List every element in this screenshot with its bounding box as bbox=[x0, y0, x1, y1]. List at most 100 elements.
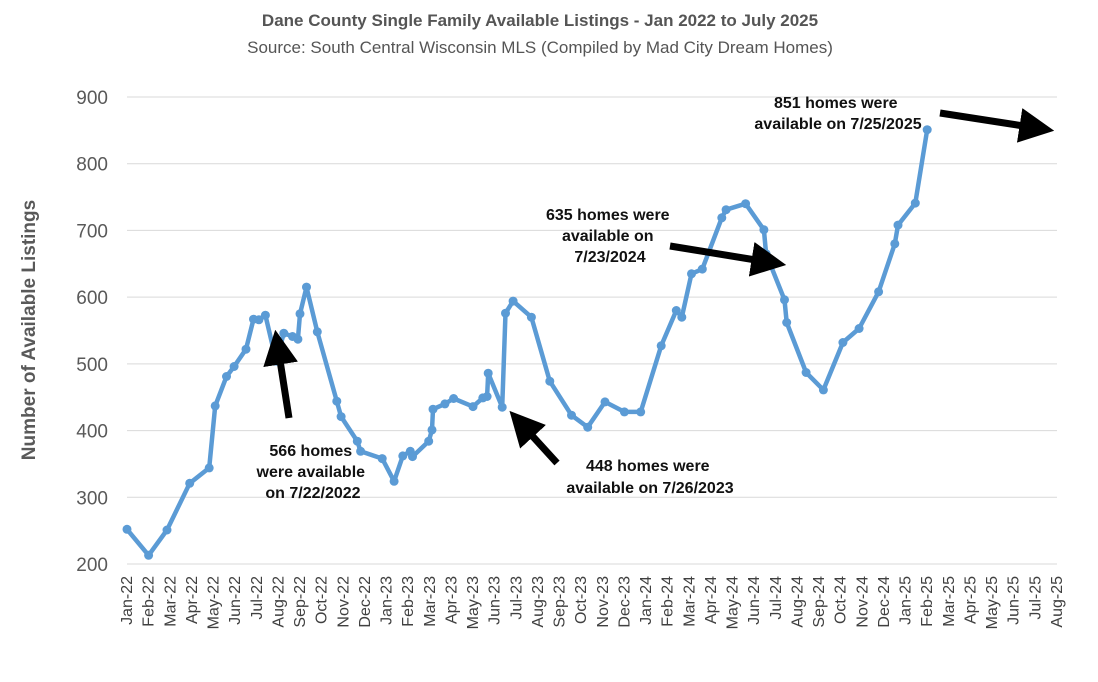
x-tick-label: Jun-23 bbox=[487, 576, 504, 625]
data-point bbox=[717, 213, 727, 223]
annotation-2022-line2: were available bbox=[256, 464, 366, 481]
data-point bbox=[293, 334, 303, 344]
annotation-2023: 448 homes were available on 7/26/2023 bbox=[509, 410, 734, 497]
data-point bbox=[619, 407, 629, 417]
data-point bbox=[636, 407, 646, 417]
annotation-2023-line1: 448 homes were bbox=[586, 458, 710, 475]
x-tick-label: Jan-22 bbox=[119, 576, 136, 625]
data-point bbox=[427, 425, 437, 435]
data-point bbox=[428, 404, 438, 414]
data-point bbox=[482, 392, 492, 401]
x-tick-label: Nov-22 bbox=[335, 576, 352, 628]
data-point bbox=[483, 368, 493, 378]
data-point bbox=[449, 394, 459, 403]
x-tick-label: Feb-24 bbox=[660, 576, 677, 627]
data-point bbox=[567, 410, 576, 420]
x-axis-ticks: Jan-22 Feb-22 Mar-22 Apr-22 May-22 Jun-22 Jul-… bbox=[119, 576, 1066, 629]
x-tick-label: Sep-24 bbox=[811, 576, 828, 628]
y-tick-label: 400 bbox=[76, 422, 108, 443]
data-point bbox=[697, 264, 707, 274]
x-tick-label: May-25 bbox=[984, 576, 1001, 629]
data-point bbox=[260, 310, 270, 320]
x-tick-label: Jul-23 bbox=[508, 576, 525, 620]
x-tick-label: Jul-24 bbox=[768, 576, 785, 620]
x-tick-label: Jan-23 bbox=[379, 576, 396, 625]
data-point bbox=[144, 550, 154, 560]
annotation-2025-text: 851 homes were available on 7/25/2025 bbox=[754, 95, 921, 133]
annotation-2022-line3: on 7/22/2022 bbox=[265, 485, 360, 502]
data-point bbox=[671, 306, 681, 315]
data-point bbox=[874, 287, 884, 297]
x-tick-label: Oct-23 bbox=[573, 576, 590, 624]
annotation-arrow-2022 bbox=[263, 329, 298, 419]
annotation-arrow-2023 bbox=[509, 410, 560, 466]
data-point bbox=[497, 402, 507, 412]
data-point bbox=[759, 225, 769, 235]
data-point bbox=[782, 318, 792, 327]
y-tick-label: 300 bbox=[76, 488, 108, 509]
x-tick-label: Nov-24 bbox=[854, 576, 871, 628]
data-point bbox=[721, 205, 731, 215]
data-point bbox=[468, 402, 478, 412]
x-tick-label: Oct-24 bbox=[833, 576, 850, 624]
y-tick-label: 600 bbox=[76, 288, 108, 309]
x-tick-label: Mar-25 bbox=[941, 576, 958, 627]
data-point bbox=[838, 338, 848, 347]
data-point bbox=[656, 341, 666, 351]
x-tick-label: Aug-22 bbox=[270, 576, 287, 628]
y-axis-label: Number of Available Listings bbox=[19, 200, 40, 460]
annotation-2022-text: 566 homes were available on 7/22/2022 bbox=[256, 443, 370, 502]
annotation-2025-line1: 851 homes were bbox=[774, 95, 898, 112]
x-tick-label: May-22 bbox=[206, 576, 223, 629]
annotation-2024-line1: 635 homes were bbox=[546, 207, 670, 224]
annotation-2024-line3: 7/23/2024 bbox=[574, 249, 645, 266]
data-point bbox=[893, 220, 903, 230]
annotation-arrow-2025 bbox=[939, 108, 1055, 143]
x-tick-label: Sep-23 bbox=[552, 576, 569, 628]
x-tick-label: Jun-24 bbox=[746, 576, 763, 625]
data-point bbox=[440, 399, 450, 409]
data-point bbox=[241, 344, 251, 354]
x-tick-label: Dec-22 bbox=[357, 576, 374, 628]
annotation-2023-line2: available on 7/26/2023 bbox=[566, 480, 733, 497]
chart-subtitle: Source: South Central Wisconsin MLS (Com… bbox=[247, 38, 833, 57]
data-point bbox=[890, 239, 900, 249]
data-point bbox=[854, 324, 864, 333]
x-tick-label: Jan-25 bbox=[898, 576, 915, 625]
data-point bbox=[508, 296, 518, 306]
x-tick-label: Dec-24 bbox=[876, 576, 893, 628]
x-tick-label: Jul-25 bbox=[1027, 576, 1044, 620]
x-tick-label: Apr-25 bbox=[962, 576, 979, 624]
x-tick-label: Apr-23 bbox=[443, 576, 460, 624]
data-point bbox=[336, 412, 346, 422]
x-tick-label: Aug-24 bbox=[789, 576, 806, 628]
x-tick-label: Oct-22 bbox=[314, 576, 331, 624]
x-tick-label: Nov-23 bbox=[595, 576, 612, 628]
data-point bbox=[122, 524, 132, 534]
chart-title: Dane County Single Family Available List… bbox=[262, 11, 818, 30]
series-line bbox=[124, 127, 930, 558]
annotation-2025: 851 homes were available on 7/25/2025 bbox=[754, 95, 1055, 143]
x-tick-label: Aug-25 bbox=[1049, 576, 1066, 628]
data-point bbox=[801, 368, 811, 377]
annotation-2022-line1: 566 homes bbox=[269, 443, 352, 460]
data-point bbox=[501, 308, 510, 318]
x-tick-label: Apr-22 bbox=[184, 576, 201, 624]
data-point bbox=[583, 422, 593, 432]
annotation-2024-text: 635 homes were available on 7/23/2024 bbox=[546, 207, 674, 266]
annotation-2025-line2: available on 7/25/2025 bbox=[754, 116, 921, 133]
x-tick-label: Feb-25 bbox=[919, 576, 936, 627]
y-tick-label: 500 bbox=[76, 355, 108, 376]
data-point bbox=[687, 269, 696, 279]
series-layer bbox=[122, 125, 932, 560]
data-point bbox=[741, 199, 751, 209]
data-point bbox=[408, 452, 417, 462]
data-point bbox=[302, 282, 311, 292]
data-point bbox=[295, 309, 305, 319]
annotation-2024-line2: available on bbox=[562, 228, 654, 245]
data-point bbox=[398, 451, 408, 461]
x-tick-label: Sep-22 bbox=[292, 576, 309, 628]
y-axis-ticks: 200 300 400 500 600 700 800 900 bbox=[76, 88, 108, 576]
data-point bbox=[389, 476, 399, 486]
